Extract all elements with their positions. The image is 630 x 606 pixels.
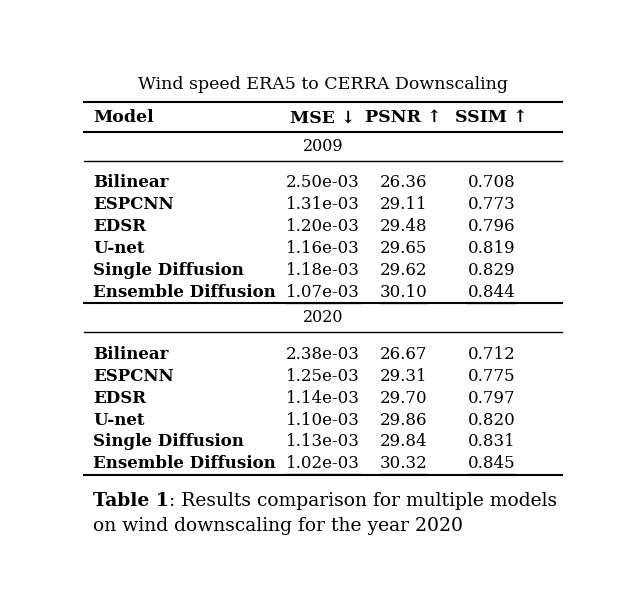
Text: 1.20e-03: 1.20e-03	[286, 218, 360, 235]
Text: MSE ↓: MSE ↓	[290, 110, 355, 127]
Text: Bilinear: Bilinear	[93, 346, 169, 363]
Text: 30.10: 30.10	[379, 284, 427, 301]
Text: 29.86: 29.86	[380, 411, 427, 428]
Text: 29.70: 29.70	[380, 390, 427, 407]
Text: Model: Model	[93, 110, 154, 127]
Text: 29.62: 29.62	[380, 262, 427, 279]
Text: 0.712: 0.712	[467, 346, 515, 363]
Text: U-net: U-net	[93, 411, 145, 428]
Text: 2.50e-03: 2.50e-03	[286, 174, 360, 191]
Text: 2020: 2020	[302, 309, 343, 326]
Text: 0.820: 0.820	[467, 411, 515, 428]
Text: ESPCNN: ESPCNN	[93, 196, 174, 213]
Text: on wind downscaling for the year 2020: on wind downscaling for the year 2020	[93, 517, 464, 535]
Text: 29.31: 29.31	[380, 368, 427, 385]
Text: 0.844: 0.844	[467, 284, 515, 301]
Text: 1.13e-03: 1.13e-03	[286, 433, 360, 450]
Text: 26.36: 26.36	[380, 174, 427, 191]
Text: 29.48: 29.48	[380, 218, 427, 235]
Text: 29.84: 29.84	[380, 433, 427, 450]
Text: 26.67: 26.67	[380, 346, 427, 363]
Text: ESPCNN: ESPCNN	[93, 368, 174, 385]
Text: 2.38e-03: 2.38e-03	[286, 346, 360, 363]
Text: 0.819: 0.819	[467, 240, 515, 257]
Text: Ensemble Diffusion: Ensemble Diffusion	[93, 455, 276, 473]
Text: Ensemble Diffusion: Ensemble Diffusion	[93, 284, 276, 301]
Text: 0.829: 0.829	[467, 262, 515, 279]
Text: 0.773: 0.773	[467, 196, 515, 213]
Text: Wind speed ERA5 to CERRA Downscaling: Wind speed ERA5 to CERRA Downscaling	[138, 76, 508, 93]
Text: 0.831: 0.831	[467, 433, 515, 450]
Text: EDSR: EDSR	[93, 390, 146, 407]
Text: 29.65: 29.65	[380, 240, 427, 257]
Text: : Results comparison for multiple models: : Results comparison for multiple models	[169, 491, 558, 510]
Text: 2009: 2009	[302, 138, 343, 155]
Text: 1.14e-03: 1.14e-03	[286, 390, 360, 407]
Text: 1.25e-03: 1.25e-03	[286, 368, 360, 385]
Text: 0.775: 0.775	[467, 368, 515, 385]
Text: 1.10e-03: 1.10e-03	[286, 411, 360, 428]
Text: 30.32: 30.32	[379, 455, 427, 473]
Text: 1.16e-03: 1.16e-03	[286, 240, 360, 257]
Text: U-net: U-net	[93, 240, 145, 257]
Text: 0.708: 0.708	[467, 174, 515, 191]
Text: 0.796: 0.796	[467, 218, 515, 235]
Text: Single Diffusion: Single Diffusion	[93, 433, 244, 450]
Text: 1.31e-03: 1.31e-03	[286, 196, 360, 213]
Text: 29.11: 29.11	[380, 196, 427, 213]
Text: 0.797: 0.797	[467, 390, 515, 407]
Text: 1.07e-03: 1.07e-03	[286, 284, 360, 301]
Text: Table 1: Table 1	[93, 491, 169, 510]
Text: Bilinear: Bilinear	[93, 174, 169, 191]
Text: 0.845: 0.845	[467, 455, 515, 473]
Text: 1.02e-03: 1.02e-03	[286, 455, 360, 473]
Text: EDSR: EDSR	[93, 218, 146, 235]
Text: 1.18e-03: 1.18e-03	[286, 262, 360, 279]
Text: PSNR ↑: PSNR ↑	[365, 110, 442, 127]
Text: SSIM ↑: SSIM ↑	[455, 110, 527, 127]
Text: Single Diffusion: Single Diffusion	[93, 262, 244, 279]
